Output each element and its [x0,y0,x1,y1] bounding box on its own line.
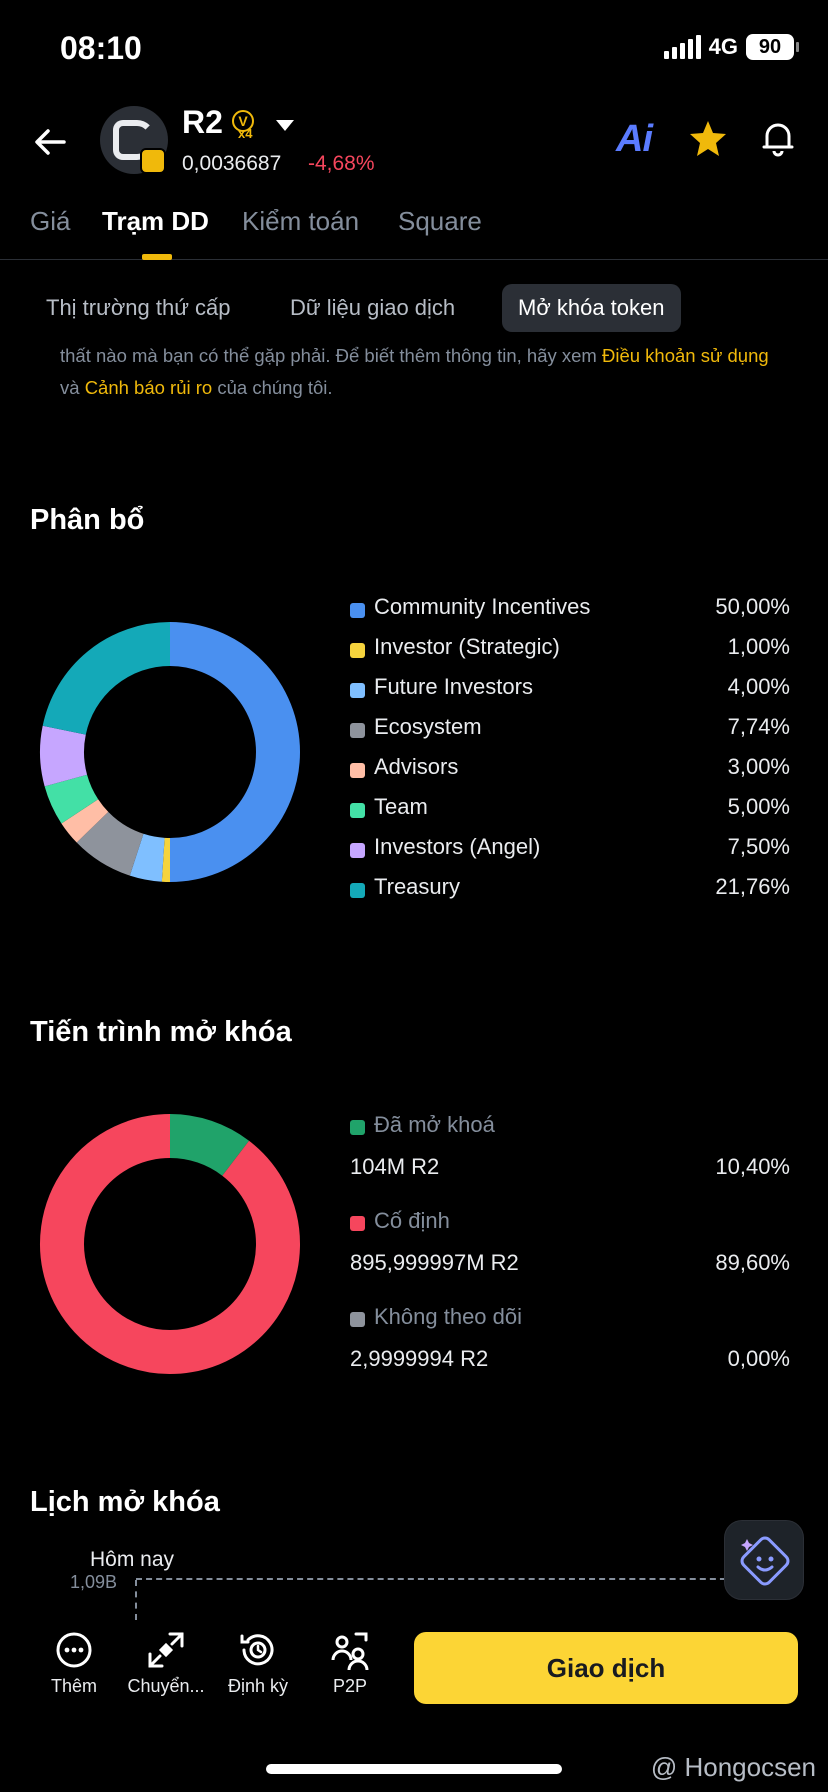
allocation-slice [44,773,99,824]
sub-tabs: Thị trường thứ cấp Dữ liệu giao dịch Mở … [0,284,828,334]
assistant-fab[interactable] [724,1520,804,1600]
token-logo [100,106,168,174]
legend-swatch [350,843,365,858]
home-indicator [266,1764,562,1774]
price-change: -4,68% [308,152,375,175]
unlock-progress-title: Tiến trình mở khóa [30,1016,292,1048]
unlock-legend: Đã mở khoá 104M R2 10,40% Cố định 895,99999… [350,1112,790,1400]
legend-swatch [350,883,365,898]
battery-icon: 90 [746,34,799,60]
main-tabs: Giá Trạm DD Kiểm toán Square [0,200,828,260]
network-type: 4G [708,34,738,59]
token-header: R2 V x4 0,0036687 -4,68% Ai [0,100,828,190]
allocation-slice [42,622,171,736]
p2p-button[interactable]: P2P [302,1630,398,1697]
status-bar: 08:10 4G 90 [0,0,828,100]
legend-item: Community Incentives 50,00% [350,594,790,634]
tab-audit[interactable]: Kiểm toán [242,206,360,236]
token-name[interactable]: R2 [182,104,223,140]
legend-item: Treasury 21,76% [350,874,790,914]
today-label: Hôm nay [90,1548,175,1571]
allocation-donut-chart [40,622,300,882]
legend-item: Advisors 3,00% [350,754,790,794]
tab-square[interactable]: Square [398,206,482,236]
allocation-title: Phân bổ [30,504,145,536]
bnb-chain-badge-icon [140,148,166,174]
legend-item: Future Investors 4,00% [350,674,790,714]
signal-icon [663,35,701,59]
unlock-progress-donut-chart [40,1114,300,1374]
legend-swatch [350,803,365,818]
allocation-slice [61,798,109,843]
allocation-slice [169,622,300,882]
max-supply-line [136,1578,736,1580]
more-dots-icon [56,1632,92,1668]
unlock-slice [169,1114,250,1177]
legend-swatch [350,603,365,618]
leverage-badge-icon: V x4 [232,110,262,141]
assistant-face-icon [740,1536,790,1586]
risk-warning-link[interactable]: Cảnh báo rủi ro [84,377,213,398]
tab-price[interactable]: Giá [30,206,71,236]
back-arrow-icon[interactable] [30,122,70,162]
subtab-trading-data[interactable]: Dữ liệu giao dịch [290,295,456,320]
tab-dd-station[interactable]: Trạm DD [102,206,209,236]
unlock-item: Đã mở khoá 104M R2 10,40% [350,1112,790,1179]
trade-button[interactable]: Giao dịch [414,1632,798,1704]
convert-icon [148,1632,184,1668]
today-marker-line [135,1580,137,1620]
terms-link[interactable]: Điều khoản sử dụng [601,345,769,366]
legend-swatch [350,1216,365,1231]
allocation-legend: Community Incentives 50,00% Investor (Str… [350,594,790,914]
y-axis-label: 1,09B [70,1572,118,1592]
token-price: 0,0036687 [182,152,282,175]
legend-swatch [350,1312,365,1327]
legend-item: Ecosystem 7,74% [350,714,790,754]
legend-swatch [350,723,365,738]
allocation-slice [129,833,166,882]
recurring-clock-icon [240,1634,274,1666]
legend-swatch [350,683,365,698]
unlock-item: Cố định 895,999997M R2 89,60% [350,1208,790,1275]
subtab-token-unlock[interactable]: Mở khóa token [502,284,681,332]
ai-assistant-icon[interactable]: Ai [616,118,653,160]
convert-button[interactable]: Chuyển... [118,1630,214,1697]
notification-bell-icon[interactable] [758,118,798,158]
token-dropdown-icon[interactable] [276,120,294,131]
favorite-star-icon[interactable] [688,118,728,158]
legend-swatch [350,643,365,658]
watermark: @ Hongocsen [650,1752,816,1782]
unlock-slice [40,1114,300,1374]
unlock-item: Không theo dõi 2,9999994 R2 0,00% [350,1304,790,1371]
legend-item: Team 5,00% [350,794,790,834]
allocation-slice [40,725,88,787]
recurring-button[interactable]: Định kỳ [210,1630,306,1697]
legend-swatch [350,763,365,778]
legend-swatch [350,1120,365,1135]
more-button[interactable]: Thêm [26,1630,122,1697]
status-time: 08:10 [60,30,142,66]
legend-item: Investors (Angel) 7,50% [350,834,790,874]
unlock-schedule-chart: Hôm nay 1,09B [0,1540,828,1630]
subtab-secondary-market[interactable]: Thị trường thứ cấp [46,295,231,320]
risk-disclaimer: thất nào mà bạn có thể gặp phải. Để biết… [60,345,769,398]
status-icons: 4G 90 [663,34,799,60]
active-tab-indicator [142,254,172,260]
allocation-slice [76,811,145,876]
legend-item: Investor (Strategic) 1,00% [350,634,790,674]
bottom-action-bar: Thêm Chuyển... Định kỳ P2P Giao dịch [0,1620,828,1730]
p2p-users-icon [331,1632,369,1670]
unlock-schedule-title: Lịch mở khóa [30,1486,220,1518]
